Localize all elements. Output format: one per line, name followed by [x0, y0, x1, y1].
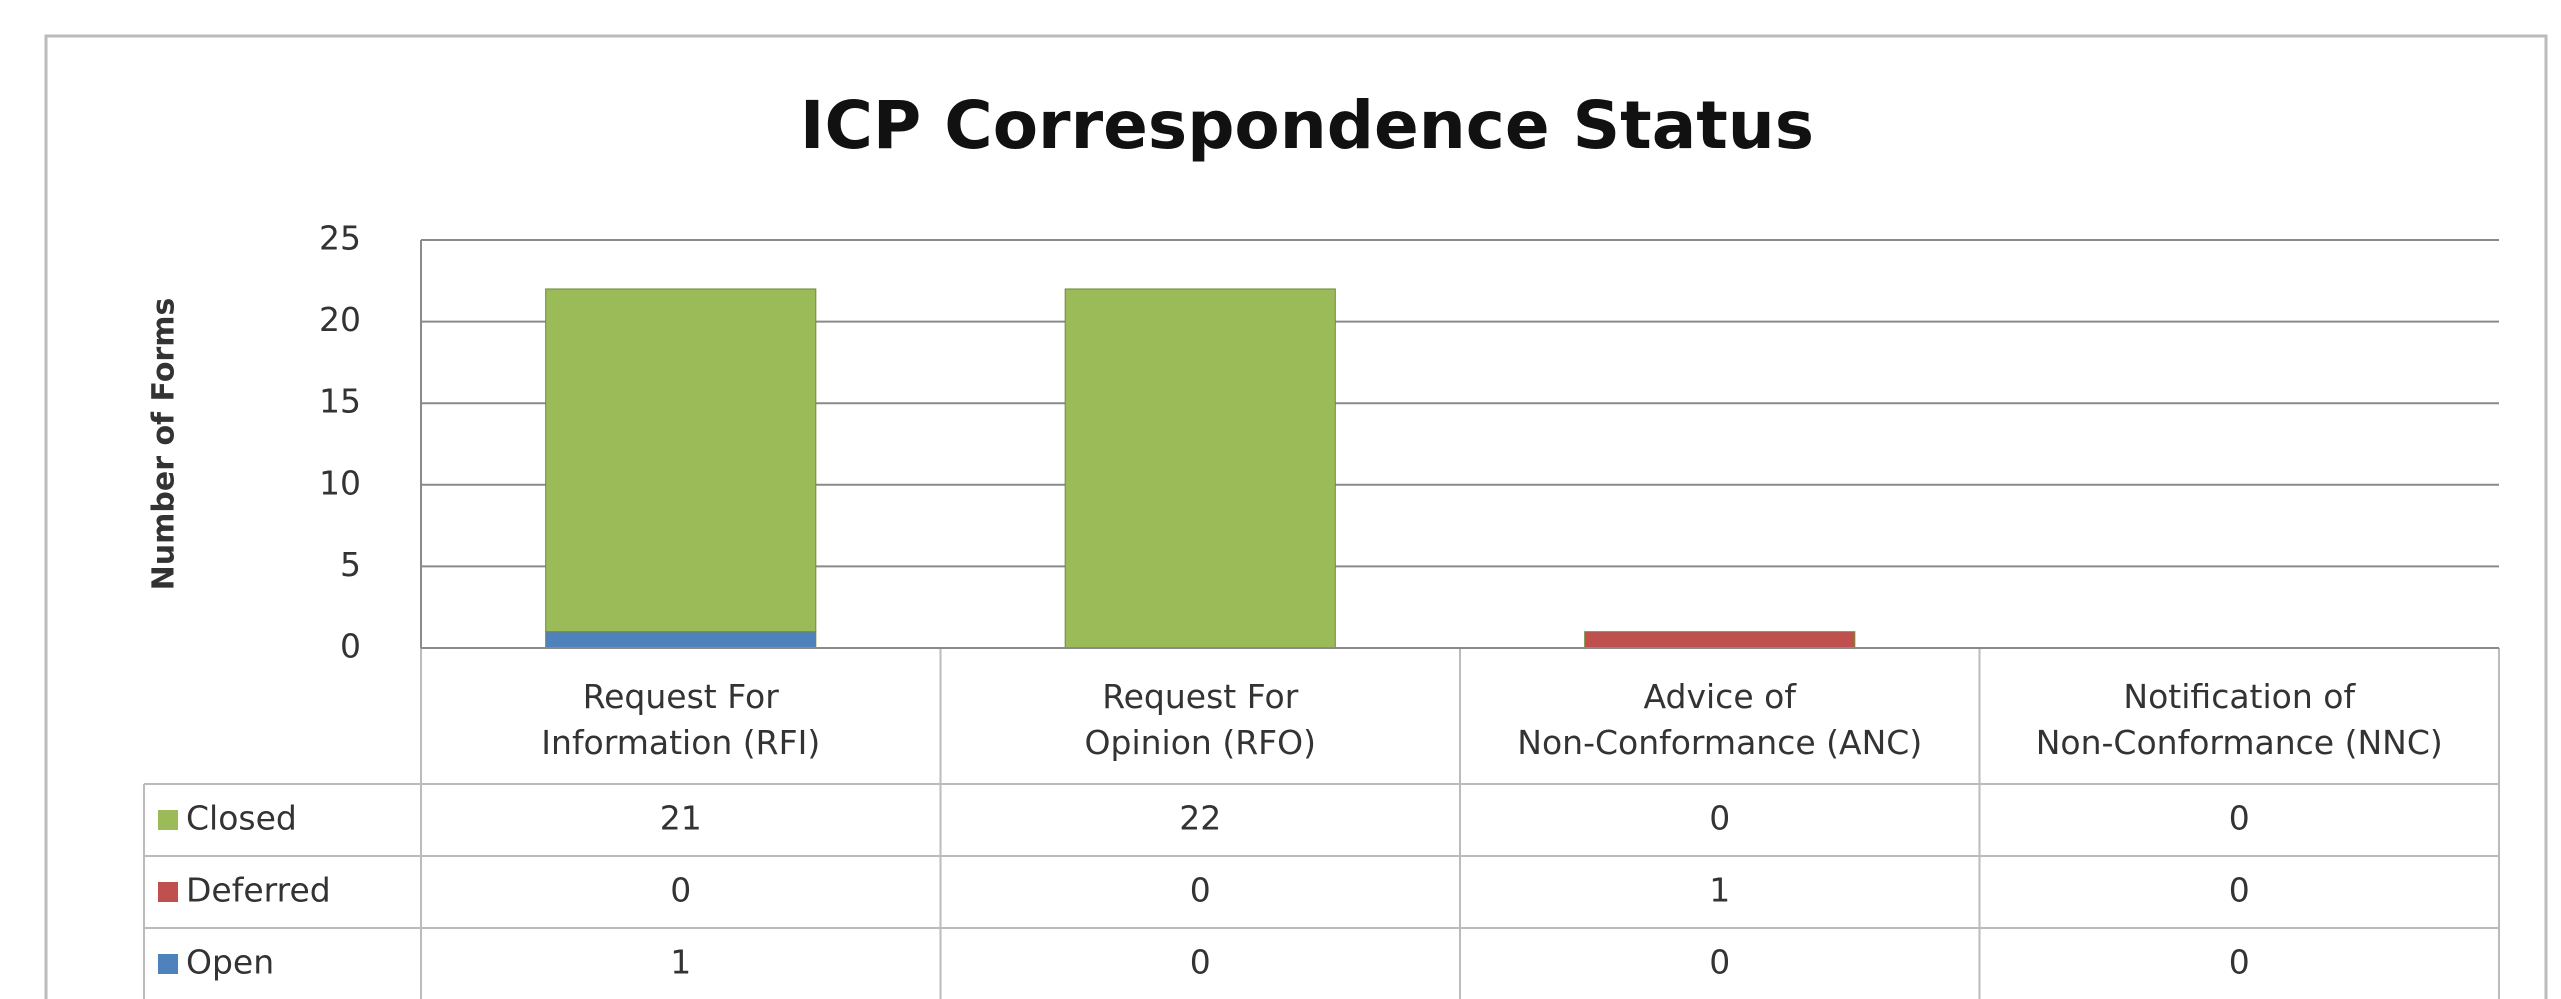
x-tick-label: Advice of Non-Conformance (ANC)	[1517, 677, 1922, 762]
y-axis-title: Number of Forms	[147, 298, 182, 591]
legend-label: Open	[186, 943, 274, 982]
table-value: 0	[1709, 799, 1730, 838]
x-tick-label: Notification of Non-Conformance (NNC)	[2036, 677, 2443, 762]
y-tick-label: 25	[319, 219, 361, 258]
y-tick-label: 15	[319, 382, 361, 421]
bar-segment	[1064, 288, 1336, 649]
legend-swatch	[158, 882, 178, 902]
y-tick-label: 20	[319, 300, 361, 339]
table-value: 0	[2229, 799, 2250, 838]
table-value: 0	[670, 871, 691, 910]
legend-swatch	[158, 954, 178, 974]
x-tick-label: Request For Information (RFI)	[541, 677, 820, 762]
bar-segment	[545, 631, 817, 649]
chart-title: ICP Correspondence Status	[800, 87, 1814, 164]
legend-label: Deferred	[186, 871, 331, 910]
table-value: 0	[1709, 943, 1730, 982]
table-value: 0	[1190, 943, 1211, 982]
legend-label: Closed	[186, 799, 297, 838]
y-tick-label: 10	[319, 463, 361, 502]
legend-swatch	[158, 810, 178, 830]
y-tick-label: 5	[340, 545, 361, 584]
table-value: 0	[2229, 871, 2250, 910]
table-value: 1	[670, 943, 691, 982]
table-value: 21	[660, 799, 702, 838]
bar-segment	[545, 288, 817, 633]
table-value: 22	[1179, 799, 1221, 838]
bar-segment	[1584, 631, 1856, 649]
table-value: 1	[1709, 871, 1730, 910]
y-tick-label: 0	[340, 627, 361, 666]
x-tick-label: Request For Opinion (RFO)	[1085, 677, 1316, 762]
table-value: 0	[1190, 871, 1211, 910]
table-value: 0	[2229, 943, 2250, 982]
